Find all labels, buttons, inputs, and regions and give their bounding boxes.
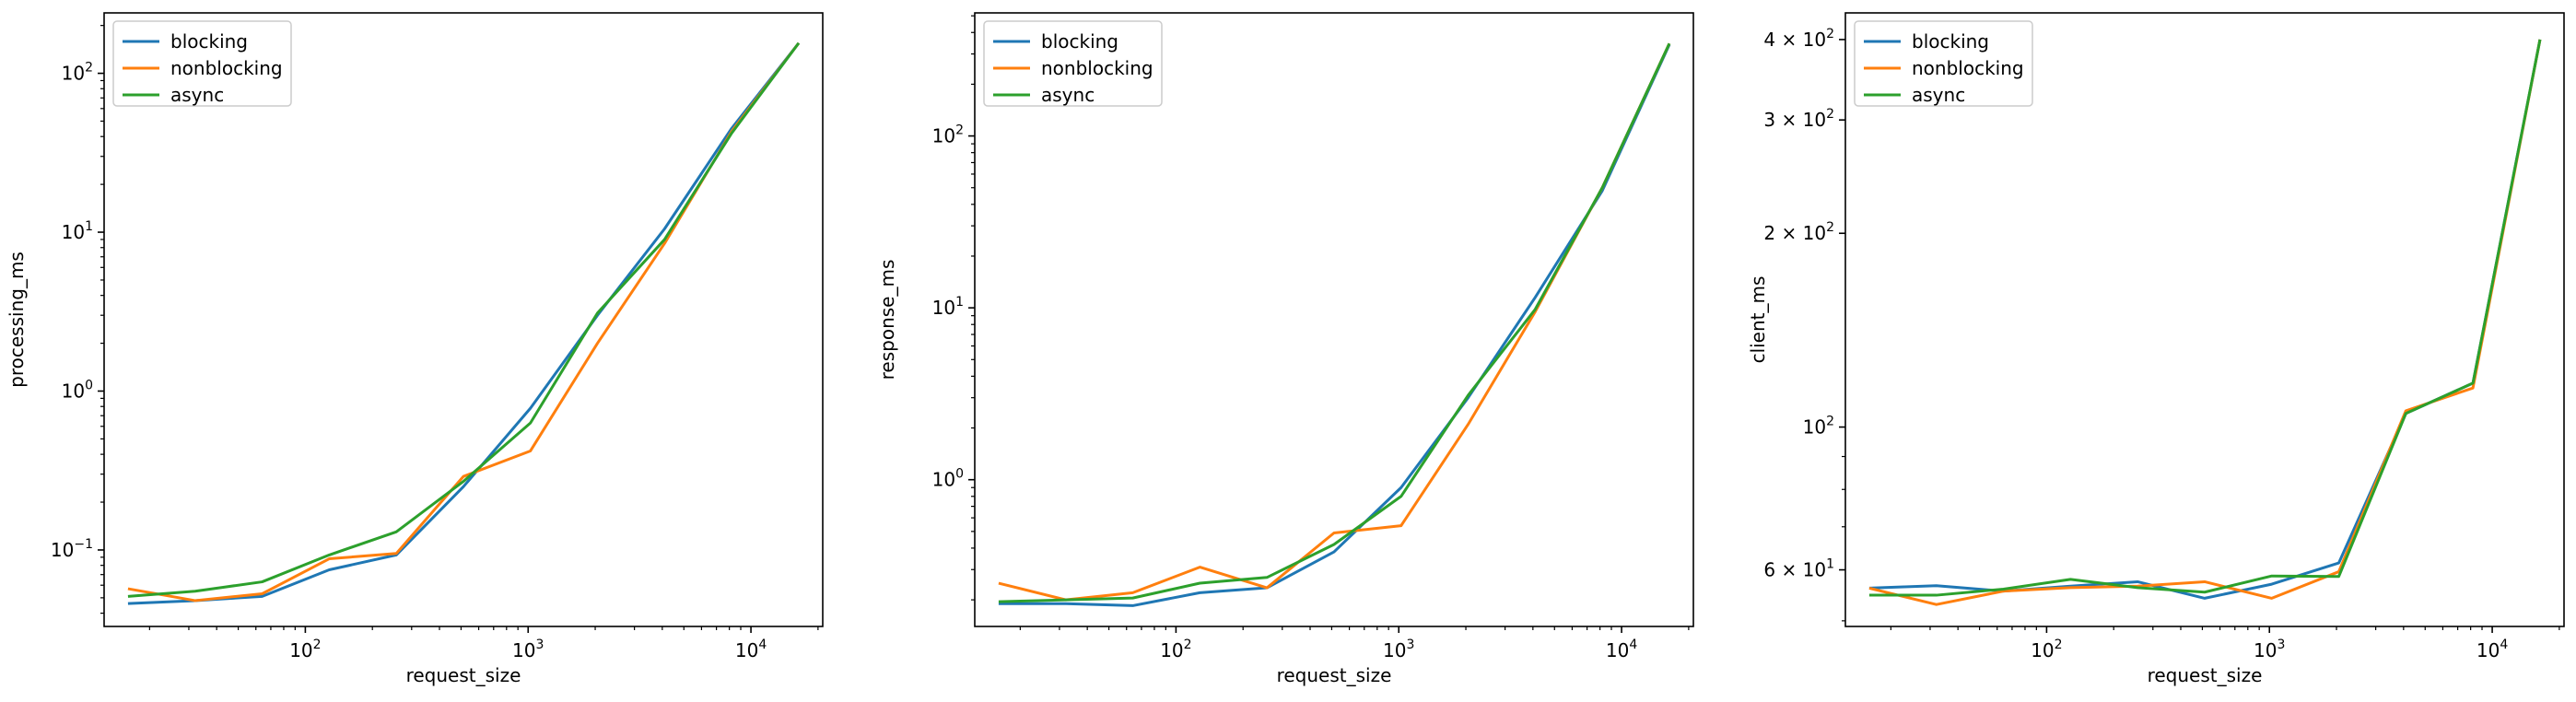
chart-panel-0: 102 103 104 10−1 100 101 102 request_size proces… — [6, 12, 824, 686]
series-line-nonblocking — [998, 42, 1671, 602]
legend-label-blocking: blocking — [170, 30, 248, 53]
series-line-async — [1868, 39, 2542, 597]
y-tick-label: 4 × 102 — [1763, 27, 1834, 51]
series-line-blocking — [998, 43, 1671, 607]
axes-frame — [103, 12, 824, 627]
y-tick-label: 102 — [932, 123, 964, 147]
series-line-blocking — [1868, 39, 2542, 600]
y-tick-label: 101 — [62, 219, 93, 243]
y-axis-label: client_ms — [1747, 276, 1769, 364]
y-tick-label: 2 × 102 — [1763, 220, 1834, 244]
x-tick-label: 102 — [289, 638, 321, 661]
legend: blocking nonblocking async — [983, 20, 1163, 107]
x-tick-label: 104 — [735, 638, 767, 661]
legend-label-async: async — [170, 84, 224, 106]
axes-frame — [1844, 12, 2565, 627]
axes-frame — [974, 12, 1694, 627]
minor-ticks — [1842, 455, 2560, 630]
y-axis-label: processing_ms — [6, 252, 28, 388]
legend-label-async: async — [1912, 84, 1965, 106]
y-tick-label: 100 — [62, 378, 93, 402]
x-axis-label: request_size — [1277, 664, 1392, 686]
y-tick-label: 6 × 101 — [1763, 557, 1834, 581]
x-tick-label: 103 — [512, 638, 544, 661]
chart-panel-1: 102 103 104 100 101 102 request_size response_m… — [876, 12, 1694, 686]
x-tick-label: 102 — [1160, 638, 1191, 661]
chart-panel-2: 102 103 104 6 × 101 102 2 × 102 3 × 102 4 × 102… — [1747, 12, 2565, 686]
y-tick-label: 3 × 102 — [1763, 107, 1834, 131]
legend-label-nonblocking: nonblocking — [1041, 57, 1153, 79]
series-line-nonblocking — [127, 41, 801, 603]
legend-label-async: async — [1041, 84, 1095, 106]
y-tick-label: 102 — [1803, 415, 1834, 439]
x-tick-label: 102 — [2031, 638, 2062, 661]
x-tick-label: 103 — [2254, 638, 2285, 661]
x-tick-label: 104 — [1606, 638, 1637, 661]
legend: blocking nonblocking async — [112, 20, 292, 107]
series-line-blocking — [127, 41, 801, 605]
y-tick-label: 10−1 — [51, 537, 93, 561]
legend-label-blocking: blocking — [1041, 30, 1118, 53]
legend-label-blocking: blocking — [1912, 30, 1989, 53]
x-axis-label: request_size — [406, 664, 521, 686]
legend: blocking nonblocking async — [1854, 20, 2033, 107]
series-line-async — [998, 42, 1671, 603]
y-tick-label: 102 — [62, 61, 93, 85]
y-axis-label: response_ms — [876, 260, 898, 380]
x-tick-label: 103 — [1383, 638, 1414, 661]
legend-label-nonblocking: nonblocking — [1912, 57, 2024, 79]
y-tick-label: 100 — [932, 467, 964, 491]
x-axis-label: request_size — [2148, 664, 2263, 686]
series-line-nonblocking — [1868, 39, 2542, 606]
legend-label-nonblocking: nonblocking — [170, 57, 283, 79]
minor-ticks — [100, 25, 819, 630]
series-line-async — [127, 41, 801, 598]
x-tick-label: 104 — [2476, 638, 2508, 661]
y-tick-label: 101 — [932, 295, 964, 319]
